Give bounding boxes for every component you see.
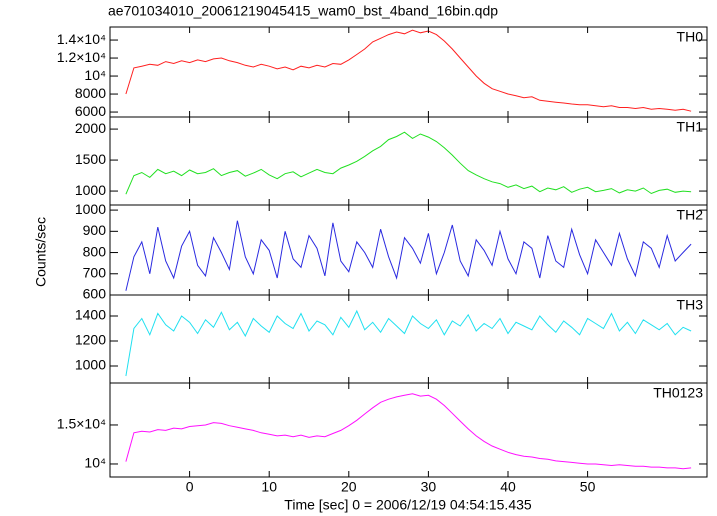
y-tick-label: 8000 [75, 85, 106, 101]
x-tick-label: 30 [421, 479, 437, 495]
x-tick-label: 0 [186, 479, 194, 495]
series-label: TH1 [677, 119, 704, 135]
x-tick-label: 50 [580, 479, 596, 495]
y-tick-label: 10⁴ [84, 455, 106, 471]
x-tick-label: 40 [500, 479, 516, 495]
data-line [125, 220, 692, 291]
data-line [125, 393, 692, 470]
y-axis-label: Counts/sec [33, 217, 49, 287]
x-tick-label: 20 [341, 479, 357, 495]
y-tick-label: 10⁴ [84, 67, 106, 83]
series-label: TH0123 [653, 385, 703, 401]
data-line [125, 131, 692, 195]
y-tick-label: 800 [83, 243, 107, 259]
chart-title: ae701034010_20061219045415_wam0_bst_4ban… [108, 3, 498, 19]
x-axis-label: Time [sec] 0 = 2006/12/19 04:54:15.435 [284, 497, 532, 513]
panel-frame [109, 382, 708, 478]
panel-frame [109, 204, 708, 296]
y-tick-label: 1000 [75, 357, 106, 373]
panel-frame [109, 294, 708, 384]
series-label: TH0 [677, 29, 704, 45]
y-tick-label: 1000 [75, 182, 106, 198]
y-tick-label: 2000 [75, 120, 106, 136]
y-tick-label: 1000 [75, 201, 106, 217]
y-tick-label: 1500 [75, 151, 106, 167]
y-tick-label: 700 [83, 264, 107, 280]
x-tick-label: 10 [261, 479, 277, 495]
y-tick-label: 1400 [75, 307, 106, 323]
y-tick-label: 6000 [75, 103, 106, 119]
y-tick-label: 1.2×10⁴ [57, 49, 106, 65]
data-line [125, 309, 692, 377]
y-tick-label: 1.4×10⁴ [57, 31, 106, 47]
panel-frame [109, 26, 708, 118]
series-label: TH2 [677, 207, 704, 223]
y-tick-label: 900 [83, 222, 107, 238]
y-tick-label: 1.5×10⁴ [57, 416, 106, 432]
data-line [125, 29, 692, 112]
y-tick-label: 600 [83, 286, 107, 302]
series-label: TH3 [677, 297, 704, 313]
y-tick-label: 1200 [75, 332, 106, 348]
